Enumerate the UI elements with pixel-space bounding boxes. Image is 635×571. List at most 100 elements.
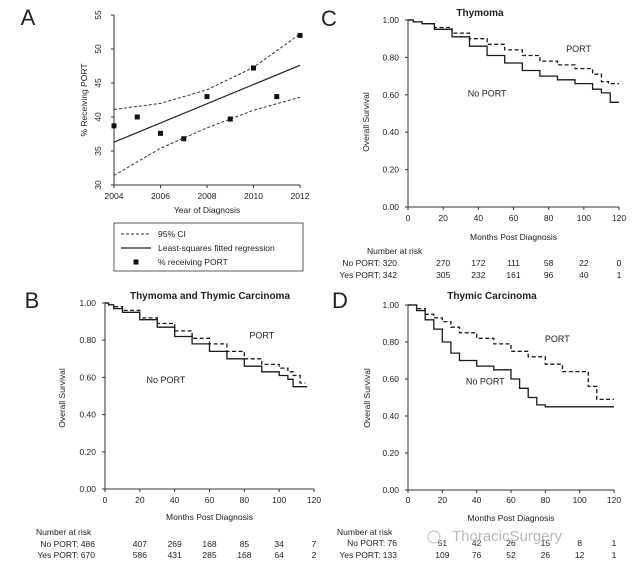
data-point — [297, 32, 303, 38]
x-tick-label: 40 — [474, 213, 484, 223]
risk-table-value: 161 — [506, 270, 520, 280]
risk-table-value: 26 — [541, 550, 551, 560]
legend-label: Least-squares fitted regression — [158, 243, 275, 253]
y-tick-label: 0.40 — [382, 127, 399, 137]
risk-table-value: 7 — [312, 539, 317, 549]
risk-table-header: Number at risk — [36, 527, 92, 537]
data-point — [227, 116, 233, 122]
risk-table-value: 76 — [472, 550, 482, 560]
risk-table-value: 285 — [202, 550, 216, 560]
legend-label: % receiving PORT — [158, 257, 228, 267]
legend-box — [113, 222, 304, 272]
x-tick-label: 80 — [544, 213, 554, 223]
y-tick-label: 35 — [93, 146, 103, 156]
chart-title: Thymic Carcinoma — [447, 291, 537, 302]
port-survival-curve — [408, 304, 614, 401]
x-tick-label: 0 — [406, 213, 411, 223]
legend-swatch-square — [133, 259, 139, 265]
no-port-survival-curve — [408, 19, 619, 103]
data-point — [158, 130, 163, 136]
risk-table-value: 12 — [575, 550, 585, 560]
x-axis-label: Year of Diagnosis — [174, 205, 240, 215]
risk-table-value: 0 — [617, 258, 622, 268]
y-tick-label: 0.00 — [382, 485, 399, 495]
panel-label-a: A — [21, 5, 36, 30]
y-tick-label: 0.20 — [79, 447, 96, 457]
y-tick-label: 0.00 — [79, 484, 96, 494]
panel-label-b: B — [25, 288, 40, 313]
y-tick-label: 30 — [93, 180, 103, 190]
risk-table-value: 8 — [577, 538, 582, 548]
y-tick-label: 1.00 — [382, 15, 399, 25]
data-point — [251, 65, 256, 71]
x-tick-label: 60 — [509, 213, 519, 223]
data-point — [111, 123, 117, 129]
x-tick-label: 0 — [406, 495, 411, 505]
risk-table-value: 96 — [544, 270, 554, 280]
risk-table-row-label: Yes PORT: 670 — [37, 550, 95, 560]
x-tick-label: 80 — [240, 495, 250, 505]
y-tick-label: 55 — [93, 10, 103, 20]
x-tick-label: 100 — [577, 213, 591, 223]
risk-table-value: 1 — [612, 550, 617, 560]
x-tick-label: 120 — [612, 213, 626, 223]
panel-label-d: D — [332, 288, 348, 313]
y-tick-label: 40 — [93, 112, 103, 122]
port-survival-curve — [105, 302, 306, 384]
x-tick-label: 120 — [607, 495, 621, 505]
x-tick-label: 20 — [438, 495, 448, 505]
risk-table-value: 407 — [133, 539, 147, 549]
x-tick-label: 80 — [541, 495, 551, 505]
data-point — [274, 94, 280, 100]
risk-table-value: 431 — [168, 550, 182, 560]
y-tick-label: 1.00 — [382, 300, 399, 310]
risk-table-value: 269 — [168, 539, 182, 549]
data-point — [204, 94, 210, 100]
y-tick-label: 0.40 — [79, 410, 96, 420]
risk-table-value: 172 — [471, 258, 485, 268]
x-axis-label: Months Post Diagnosis — [166, 512, 253, 522]
data-point — [181, 136, 187, 142]
y-tick-label: 1.00 — [79, 298, 96, 308]
y-axis-label: Overall Survival — [57, 368, 67, 428]
panel-d-survival: 0 20 40 60 80 100 120 0.00 0.20 0.40 0.60 0.80 1.00 M… — [337, 291, 621, 560]
x-tick-label: 2008 — [198, 191, 217, 201]
panel-a-scatter: 2004 2006 2008 2010 2012 30 35 40 45 50 55 Year of … — [79, 10, 310, 272]
y-tick-label: 0.80 — [382, 52, 399, 62]
y-tick-label: 0.80 — [382, 337, 399, 347]
y-tick-label: 50 — [93, 44, 103, 54]
y-tick-label: 0.20 — [382, 448, 399, 458]
ci-lower-line — [113, 96, 301, 176]
x-tick-label: 2012 — [291, 191, 310, 201]
risk-table-header: Number at risk — [367, 246, 423, 256]
risk-table-value: 58 — [544, 258, 554, 268]
risk-table-value: 42 — [472, 538, 482, 548]
x-tick-label: 40 — [472, 495, 482, 505]
x-tick-label: 60 — [205, 495, 215, 505]
risk-table-value: 168 — [237, 550, 251, 560]
x-tick-label: 100 — [272, 495, 286, 505]
x-tick-label: 60 — [506, 495, 516, 505]
curve-annotation: PORT — [249, 330, 274, 340]
watermark-logo-icon — [427, 530, 441, 544]
curve-annotation: No PORT — [466, 377, 505, 387]
no-port-survival-curve — [105, 302, 307, 388]
risk-table-value: 109 — [435, 550, 449, 560]
risk-table-row-label: No PORT: 76 — [347, 538, 397, 548]
risk-table-value: 305 — [436, 270, 450, 280]
watermark-text: ThoracicSurgery — [452, 528, 563, 545]
no-port-survival-curve — [408, 304, 614, 408]
x-tick-label: 20 — [135, 495, 145, 505]
risk-table-value: 2 — [312, 550, 317, 560]
risk-table-value: 111 — [507, 258, 520, 268]
curve-annotation: No PORT — [147, 375, 186, 385]
panel-c-survival: 0 20 40 60 80 100 120 0.00 0.20 0.40 0.60 0.80 1.00 M… — [339, 8, 626, 280]
x-tick-label: 100 — [573, 495, 587, 505]
risk-table-value: 1 — [612, 538, 617, 548]
x-tick-label: 0 — [103, 495, 108, 505]
y-tick-label: 0.40 — [382, 411, 399, 421]
curve-annotation: PORT — [545, 334, 570, 344]
risk-table-value: 40 — [579, 270, 589, 280]
y-tick-label: 0.60 — [79, 372, 96, 382]
